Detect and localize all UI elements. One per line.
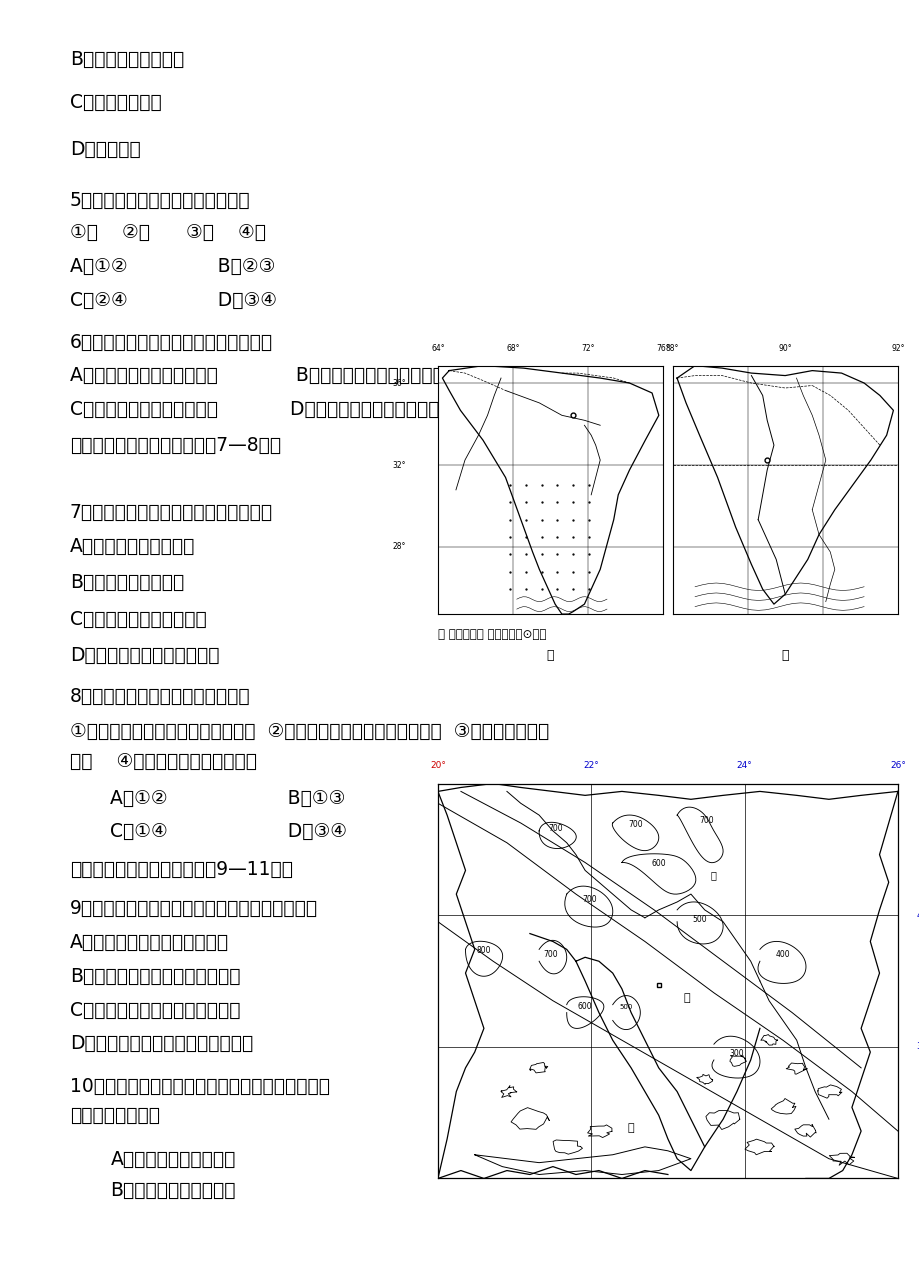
Text: B．地形都以平原为主: B．地形都以平原为主 [70, 573, 184, 592]
Text: C．悉尼每日太阳从东北升起            D．南极地区极昼范围逐渐变大: C．悉尼每日太阳从东北升起 D．南极地区极昼范围逐渐变大 [70, 400, 450, 418]
Text: 300: 300 [729, 1049, 743, 1057]
Text: A．地势平坦，土壤肥沃: A．地势平坦，土壤肥沃 [110, 1150, 235, 1168]
Text: 700: 700 [699, 817, 713, 826]
Text: C．亚寒带针叶林: C．亚寒带针叶林 [70, 93, 162, 112]
Text: 5．图中盛行风及洋流画法正确的是: 5．图中盛行风及洋流画法正确的是 [70, 191, 250, 209]
Text: 海: 海 [627, 1124, 634, 1133]
Text: D．东南部终年受副高控制，降水少: D．东南部终年受副高控制，降水少 [70, 1034, 253, 1054]
Text: 700: 700 [582, 896, 596, 905]
Text: 700: 700 [628, 820, 642, 829]
Text: 68°: 68° [505, 344, 519, 353]
Text: C．都以热带季风气候为主: C．都以热带季风气候为主 [70, 610, 207, 628]
Text: 乙: 乙 [780, 648, 789, 662]
Text: 7．两国共同具有特征的叙述，正确的是: 7．两国共同具有特征的叙述，正确的是 [70, 503, 273, 521]
Text: A．①②               B．②③: A．①② B．②③ [70, 257, 275, 276]
Text: 22°: 22° [583, 761, 598, 769]
Text: 20°: 20° [429, 761, 446, 769]
Text: 32°: 32° [392, 460, 406, 470]
Text: 26°: 26° [889, 761, 905, 769]
Text: 76°: 76° [656, 344, 669, 353]
Text: 90°: 90° [777, 344, 791, 353]
Text: 28°: 28° [392, 543, 406, 552]
Text: D．热带雨林: D．热带雨林 [70, 140, 141, 158]
Text: A．兰州的白昼先变短再变长             B．东京正午太阳高度角日益增大: A．兰州的白昼先变短再变长 B．东京正午太阳高度角日益增大 [70, 367, 466, 385]
Text: 读下面甲、乙两国简图，回答7—8题。: 读下面甲、乙两国简图，回答7—8题。 [70, 436, 280, 455]
Text: ①热带草原气候，降水季节分配不均  ②位于东南季风的迎风坡，降水多  ③地势低平，排水: ①热带草原气候，降水季节分配不均 ②位于东南季风的迎风坡，降水多 ③地势低平，排… [70, 722, 549, 741]
Text: C．①④                    D．③④: C．①④ D．③④ [110, 823, 347, 841]
Text: A．人口数量多，增长快: A．人口数量多，增长快 [70, 538, 195, 555]
Text: 88°: 88° [665, 344, 678, 353]
Text: 700: 700 [548, 824, 562, 833]
Text: 500: 500 [619, 1004, 632, 1009]
Text: ①甲    ②乙      ③丙    ④丁: ①甲 ②乙 ③丙 ④丁 [70, 223, 266, 242]
Text: 的优越自然条件是: 的优越自然条件是 [70, 1106, 160, 1125]
Text: C．西北部受西风影响大，降水多: C．西北部受西风影响大，降水多 [70, 1000, 240, 1019]
Text: 参: 参 [682, 992, 689, 1003]
Text: 24°: 24° [736, 761, 752, 769]
Text: D．水源充足，灌溉农业发达: D．水源充足，灌溉农业发达 [70, 646, 220, 665]
Text: 8．乙国洪涝灾害频繁的主要原因是: 8．乙国洪涝灾害频繁的主要原因是 [70, 688, 250, 706]
Text: 不畅    ④河流汛期集中，径流量大: 不畅 ④河流汛期集中，径流量大 [70, 752, 256, 771]
Text: 10．该国橄榄油可以大量出口，其发展油橄榄种植: 10．该国橄榄油可以大量出口，其发展油橄榄种植 [70, 1078, 330, 1096]
Text: 读某国降水空间分布图，回答9—11题。: 读某国降水空间分布图，回答9—11题。 [70, 860, 292, 879]
Text: 9．关于图中降水空间分布成因的叙述，正确的是: 9．关于图中降水空间分布成因的叙述，正确的是 [70, 899, 318, 917]
Text: 92°: 92° [891, 344, 903, 353]
Text: 500: 500 [692, 915, 707, 924]
Text: 爱: 爱 [710, 870, 716, 880]
Text: 400: 400 [775, 950, 789, 959]
Text: 800: 800 [476, 947, 491, 956]
Text: 40°: 40° [915, 911, 919, 920]
Text: B．西北部受夏季风影响，降水多: B．西北部受夏季风影响，降水多 [70, 967, 240, 986]
Text: 36°: 36° [392, 378, 406, 387]
Text: 38°: 38° [915, 1042, 919, 1051]
Text: 64°: 64° [431, 344, 444, 353]
Text: B．亚热带常绿硬叶林: B．亚热带常绿硬叶林 [70, 50, 184, 69]
Text: 600: 600 [651, 860, 665, 869]
Text: C．②④               D．③④: C．②④ D．③④ [70, 292, 277, 310]
Text: 6．科考队考察期间，下列现象正确的是: 6．科考队考察期间，下列现象正确的是 [70, 334, 273, 352]
Text: 700: 700 [543, 950, 557, 959]
Text: 72°: 72° [581, 344, 595, 353]
Text: A．东南部受寒流影响，降水少: A．东南部受寒流影响，降水少 [70, 934, 229, 952]
Text: B．热量丰富，光照充足: B．热量丰富，光照充足 [110, 1181, 235, 1200]
Text: 600: 600 [577, 1001, 592, 1010]
Text: ～ 河流～国界 ～未定国界⊙首都: ～ 河流～国界 ～未定国界⊙首都 [437, 628, 546, 641]
Text: A．①②                    B．①③: A．①② B．①③ [110, 790, 346, 808]
Text: 甲: 甲 [546, 648, 554, 662]
